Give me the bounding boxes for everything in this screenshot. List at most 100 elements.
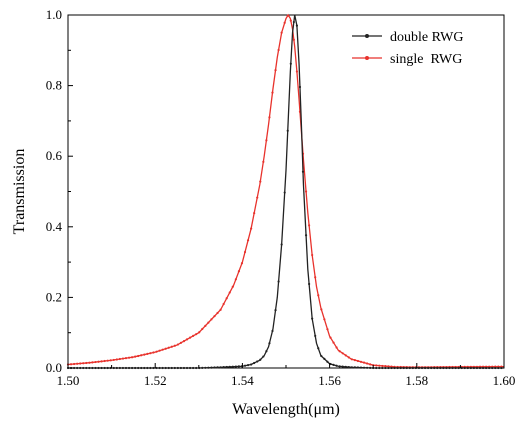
y-tick-label: 0.8	[46, 78, 62, 93]
data-point	[439, 366, 442, 370]
y-tick-label: 0.6	[46, 148, 63, 163]
data-point	[225, 297, 228, 300]
data-point	[347, 365, 350, 369]
data-point	[271, 91, 274, 94]
data-point	[201, 366, 204, 369]
data-point	[192, 366, 195, 370]
data-point	[216, 366, 219, 369]
data-point	[347, 356, 350, 359]
x-tick-label: 1.54	[231, 373, 254, 388]
data-point	[204, 324, 207, 327]
data-point	[292, 20, 295, 24]
data-point	[344, 365, 347, 368]
data-point	[109, 359, 112, 362]
data-point	[332, 341, 335, 344]
data-point	[222, 366, 225, 369]
data-point	[118, 366, 121, 370]
data-point	[262, 160, 265, 163]
data-point	[277, 48, 280, 52]
data-point	[283, 21, 286, 24]
data-point	[469, 366, 472, 370]
data-point	[130, 366, 134, 370]
data-point	[317, 294, 320, 297]
data-point	[341, 365, 344, 368]
data-point	[274, 309, 277, 312]
data-point	[127, 356, 131, 359]
legend-label-double-rwg: double RWG	[390, 30, 464, 45]
data-point	[106, 366, 109, 370]
data-point	[240, 262, 244, 265]
data-point	[106, 359, 109, 362]
data-point	[362, 366, 366, 369]
data-point	[192, 334, 195, 338]
y-tick-label: 0.2	[46, 289, 62, 304]
data-point	[311, 317, 314, 320]
legend-marker-double-rwg	[365, 34, 369, 38]
data-point	[140, 354, 143, 357]
data-point	[323, 318, 326, 321]
data-point	[427, 366, 430, 370]
data-point	[219, 366, 222, 369]
y-tick-label: 1.0	[46, 7, 62, 22]
data-point	[246, 239, 250, 242]
data-point	[79, 362, 82, 365]
data-point	[366, 366, 369, 369]
data-point	[207, 366, 210, 369]
data-point	[143, 366, 146, 370]
data-point	[301, 170, 305, 173]
data-point	[341, 352, 344, 355]
data-point	[88, 366, 91, 370]
data-point	[94, 366, 97, 370]
data-point	[115, 358, 118, 361]
data-point	[243, 250, 247, 254]
data-point	[259, 180, 262, 183]
data-point	[173, 366, 176, 370]
data-point	[246, 363, 250, 367]
data-point	[170, 345, 173, 348]
data-point	[149, 352, 152, 355]
series-layer	[66, 13, 505, 370]
data-point	[466, 366, 469, 370]
data-point	[250, 363, 253, 366]
data-point	[124, 366, 128, 370]
data-point	[378, 364, 381, 367]
legend-label-single-rwg: single RWG	[390, 52, 462, 67]
data-point	[280, 243, 283, 246]
data-point	[381, 364, 384, 368]
data-point	[118, 357, 121, 361]
data-point	[103, 359, 106, 363]
data-point	[350, 366, 353, 369]
data-point	[369, 366, 372, 369]
legend-marker-single-rwg	[365, 56, 369, 60]
series-line	[68, 14, 504, 369]
data-point	[130, 356, 134, 359]
data-point	[295, 70, 298, 73]
y-tick-label: 0.4	[46, 219, 63, 234]
data-point	[112, 358, 115, 362]
data-point	[250, 227, 253, 230]
data-point	[353, 366, 356, 369]
data-point	[152, 366, 155, 370]
data-point	[182, 366, 186, 370]
data-point	[494, 366, 497, 370]
data-point	[195, 366, 198, 370]
data-point	[259, 358, 262, 361]
data-point	[274, 68, 277, 72]
data-point	[326, 360, 329, 363]
data-point	[231, 365, 234, 368]
data-point	[127, 366, 131, 370]
data-point	[359, 366, 363, 369]
data-point	[149, 366, 152, 370]
data-point	[399, 366, 402, 370]
data-point	[286, 129, 289, 132]
data-point	[188, 366, 192, 370]
data-point	[289, 62, 292, 65]
data-point	[262, 355, 265, 358]
data-point	[500, 366, 503, 370]
data-point	[121, 357, 125, 360]
data-point	[256, 196, 259, 199]
data-point	[375, 364, 378, 367]
data-point	[97, 360, 100, 363]
data-point	[137, 354, 140, 358]
